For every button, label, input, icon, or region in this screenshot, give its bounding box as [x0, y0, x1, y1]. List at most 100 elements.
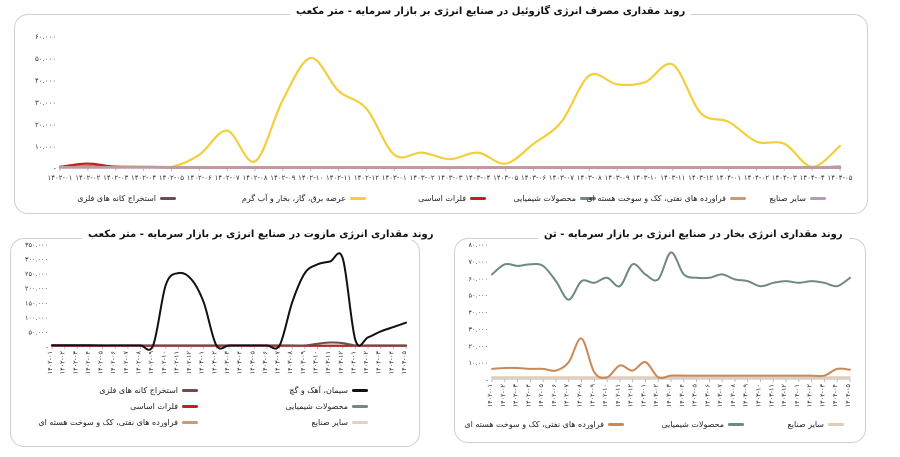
y-tick-label: ۸۰.۰۰۰ — [468, 241, 488, 249]
legend-item: عرضه برق، گاز، بخار و آب گرم — [242, 194, 366, 203]
legend-swatch — [182, 421, 198, 424]
x-tick-label: ۱۴۰۲-۱۲ — [185, 350, 193, 374]
x-tick-label: ۱۴۰۲-۱۱ — [326, 174, 351, 182]
legend-label: سایر صنایع — [769, 194, 806, 203]
legend-swatch — [182, 405, 198, 408]
x-tick-label: ۱۴۰۴-۰۲ — [806, 383, 814, 407]
legend-item: استخراج کانه های فلزی — [77, 194, 176, 203]
legend-item: محصولات شیمیایی — [285, 402, 368, 411]
x-tick-label: ۱۴۰۲-۱۲ — [627, 383, 635, 407]
x-tick-label: ۱۴۰۳-۰۵ — [691, 383, 699, 407]
x-tick-label: ۱۴۰۳-۰۵ — [248, 350, 256, 374]
x-tick-label: ۱۴۰۲-۰۵ — [159, 174, 184, 182]
x-tick-label: ۱۴۰۲-۰۲ — [499, 383, 507, 407]
legend-swatch — [728, 423, 744, 426]
x-tick-label: ۱۴۰۲-۰۸ — [576, 383, 584, 407]
x-tick-label: ۱۴۰۴-۰۴ — [800, 174, 825, 182]
x-tick-label: ۱۴۰۳-۰۹ — [605, 174, 630, 182]
x-tick-label: ۱۴۰۲-۱۰ — [298, 174, 323, 182]
x-tick-label: ۱۴۰۳-۱۱ — [324, 351, 332, 374]
x-tick-label: ۱۴۰۳-۰۸ — [286, 350, 294, 374]
x-tick-label: ۱۴۰۲-۰۸ — [135, 350, 143, 374]
x-tick-label: ۱۴۰۲-۰۳ — [71, 350, 79, 374]
x-tick-label: ۱۴۰۳-۰۴ — [678, 383, 686, 407]
x-tick-label: ۱۴۰۳-۰۳ — [223, 350, 231, 374]
steam-chart-panel — [454, 238, 866, 443]
x-tick-label: ۱۴۰۲-۰۲ — [59, 350, 67, 374]
x-tick-label: ۱۴۰۲-۰۵ — [537, 383, 545, 407]
legend-swatch — [470, 197, 486, 200]
legend-item: فلزات اساسی — [418, 194, 486, 203]
y-tick-label: ۲۰.۰۰۰ — [468, 342, 488, 350]
x-tick-label: ۱۴۰۳-۰۶ — [261, 351, 269, 374]
legend-item: استخراج کانه های فلزی — [99, 386, 198, 395]
legend-item: فلزات اساسی — [130, 402, 198, 411]
mazut-chart-title: روند مقداری انرژی مازوت در صنایع انرژی ب… — [82, 229, 440, 240]
mazut-line-chart: - ۵۰.۰۰۰ ۱۰۰.۰۰۰ ۱۵۰.۰۰۰ ۲۰۰.۰۰۰ ۲۵۰.۰۰۰ ۳۰۰.۰… — [25, 241, 408, 374]
x-tick-label: ۱۴۰۳-۰۶ — [703, 384, 711, 407]
steam-line-chart: - ۱۰.۰۰۰ ۲۰.۰۰۰ ۳۰.۰۰۰ ۴۰.۰۰۰ ۵۰.۰۰۰ ۶۰.۰۰۰ ۷۰.… — [468, 241, 852, 407]
x-tick-label: ۱۴۰۳-۱۲ — [688, 174, 713, 182]
x-tick-label: ۱۴۰۳-۰۲ — [210, 350, 218, 374]
series-line — [491, 251, 851, 301]
x-tick-label: ۱۴۰۳-۰۳ — [437, 174, 462, 182]
x-tick-label: ۱۴۰۳-۰۴ — [236, 350, 244, 374]
legend-swatch — [182, 389, 198, 392]
x-tick-label: ۱۴۰۲-۱۰ — [160, 351, 168, 374]
x-tick-label: ۱۴۰۳-۰۷ — [549, 174, 574, 182]
y-tick-label: ۵۰.۰۰۰ — [35, 55, 56, 63]
x-tick-label: ۱۴۰۲-۰۱ — [486, 384, 494, 407]
x-tick-label: ۱۴۰۴-۰۳ — [772, 174, 797, 182]
legend-item: فراورده های نفتی، کک و سوخت هسته ای — [586, 194, 746, 203]
legend-swatch — [350, 197, 366, 200]
y-tick-label: ۴۰.۰۰۰ — [35, 77, 56, 85]
x-tick-label: ۱۴۰۲-۰۷ — [215, 174, 240, 182]
x-tick-label: ۱۴۰۳-۱۲ — [780, 383, 788, 407]
legend-swatch — [352, 389, 368, 392]
x-tick-label: ۱۴۰۲-۰۶ — [550, 384, 558, 407]
x-tick-label: ۱۴۰۳-۱۱ — [767, 384, 775, 407]
legend-label: فراورده های نفتی، کک و سوخت هسته ای — [464, 420, 604, 429]
x-tick-label: ۱۴۰۳-۰۶ — [521, 174, 546, 182]
legend-label: سایر صنایع — [311, 418, 348, 427]
y-tick-label: - — [486, 376, 489, 384]
x-tick-label: ۱۴۰۲-۰۱ — [46, 351, 54, 374]
x-tick-label: ۱۴۰۳-۰۷ — [716, 383, 724, 407]
x-tick-label: ۱۴۰۴-۰۴ — [387, 350, 395, 374]
x-tick-label: ۱۴۰۲-۰۴ — [84, 350, 92, 374]
x-tick-label: ۱۴۰۳-۱۰ — [312, 351, 320, 374]
x-tick-label: ۱۴۰۴-۰۵ — [844, 383, 852, 407]
x-tick-label: ۱۴۰۲-۰۶ — [187, 174, 212, 182]
x-tick-label: ۱۴۰۳-۰۱ — [198, 351, 206, 374]
x-tick-label: ۱۴۰۳-۰۷ — [274, 350, 282, 374]
legend-label: محصولات شیمیایی — [661, 420, 724, 429]
x-tick-label: ۱۴۰۲-۰۱ — [47, 174, 72, 182]
x-tick-label: ۱۴۰۲-۱۰ — [601, 384, 609, 407]
x-tick-label: ۱۴۰۳-۰۹ — [742, 383, 750, 407]
y-tick-label: ۵۰.۰۰۰ — [468, 292, 488, 300]
legend-label: سیمان، آهک و گچ — [289, 386, 348, 395]
legend-item: فراورده های نفتی، کک و سوخت هسته ای — [464, 420, 624, 429]
x-tick-label: ۱۴۰۳-۰۱ — [639, 384, 647, 407]
legend-swatch — [352, 421, 368, 424]
x-tick-label: ۱۴۰۳-۰۱ — [382, 174, 407, 182]
legend-label: سایر صنایع — [787, 420, 824, 429]
legend-swatch — [730, 197, 746, 200]
y-tick-label: ۶۰.۰۰۰ — [468, 275, 488, 283]
legend-label: محصولات شیمیایی — [285, 402, 348, 411]
x-tick-label: ۱۴۰۳-۰۲ — [410, 174, 435, 182]
x-tick-label: ۱۴۰۳-۱۰ — [632, 174, 657, 182]
x-tick-label: ۱۴۰۲-۰۷ — [122, 350, 130, 374]
y-tick-label: ۷۰.۰۰۰ — [468, 258, 488, 266]
x-tick-label: ۱۴۰۴-۰۳ — [818, 383, 826, 407]
x-tick-label: ۱۴۰۲-۱۱ — [172, 351, 180, 374]
y-tick-label: ۱۰.۰۰۰ — [468, 359, 488, 367]
legend-swatch — [352, 405, 368, 408]
x-tick-label: ۱۴۰۳-۰۸ — [577, 174, 602, 182]
x-tick-label: ۱۴۰۴-۰۴ — [831, 383, 839, 407]
x-tick-label: ۱۴۰۲-۰۹ — [588, 383, 596, 407]
gasoil-line-chart: - ۱۰.۰۰۰ ۲۰.۰۰۰ ۳۰.۰۰۰ ۴۰.۰۰۰ ۵۰.۰۰۰ ۶۰.۰۰۰ ۱۴۰… — [35, 33, 853, 182]
legend-item: سایر صنایع — [770, 194, 826, 203]
y-tick-label: ۲۰۰.۰۰۰ — [25, 285, 48, 293]
x-tick-label: ۱۴۰۲-۰۹ — [147, 350, 155, 374]
